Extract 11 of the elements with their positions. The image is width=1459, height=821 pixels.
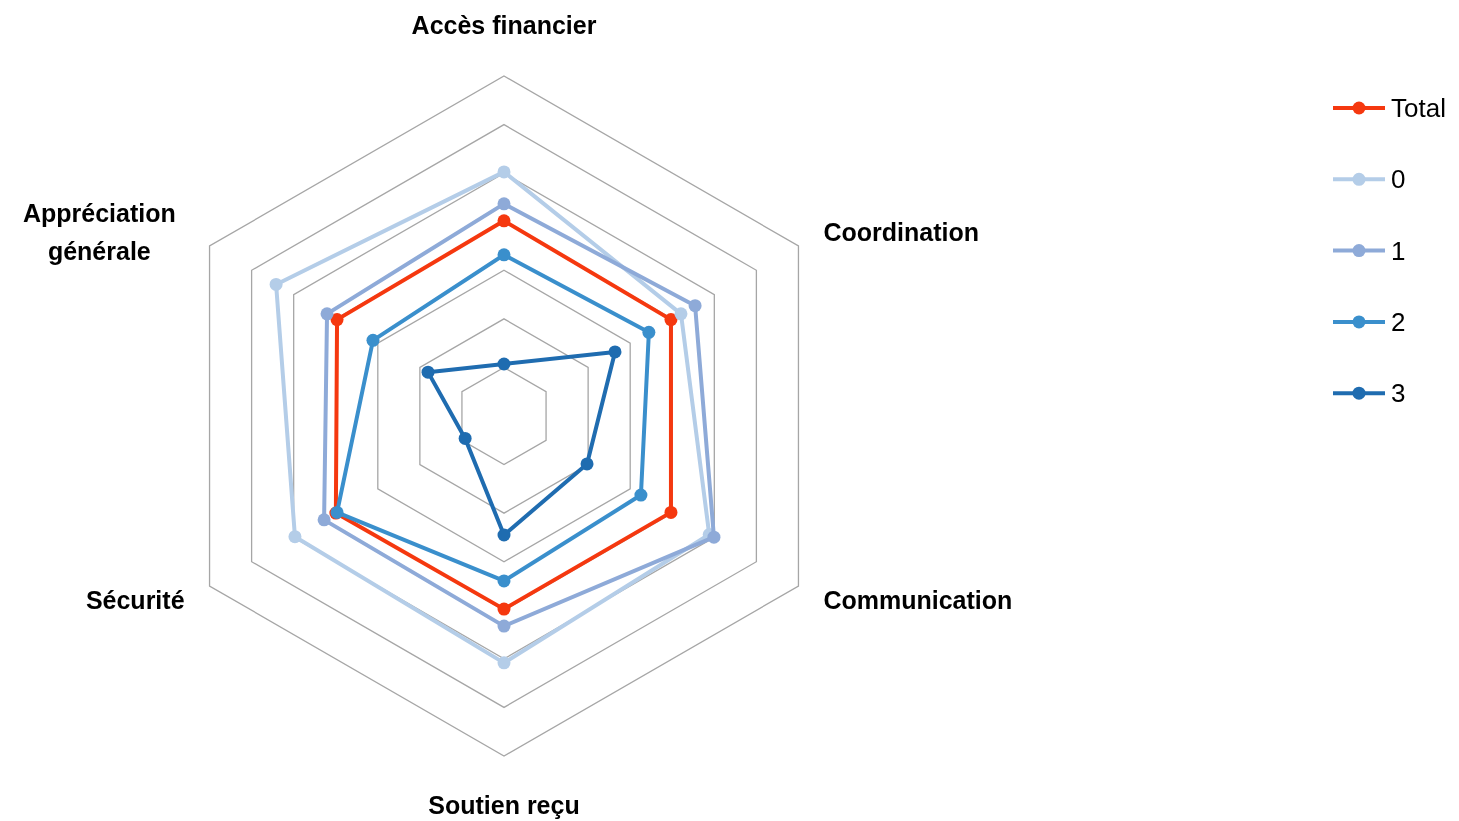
- spoke-label: Accès financier: [411, 11, 597, 39]
- legend-label: 1: [1391, 235, 1406, 266]
- spoke-label: Coordination: [823, 218, 979, 247]
- spoke-label: Soutien reçu: [428, 791, 580, 819]
- spoke-label: Sécurité: [85, 585, 185, 614]
- legend-label: 0: [1391, 164, 1406, 195]
- legend-label: 3: [1391, 378, 1406, 409]
- spoke-label: Communication: [823, 585, 1013, 614]
- legend-label: 2: [1391, 306, 1406, 337]
- spoke-label: Appréciation générale: [22, 199, 176, 266]
- legend-label: Total: [1391, 93, 1446, 123]
